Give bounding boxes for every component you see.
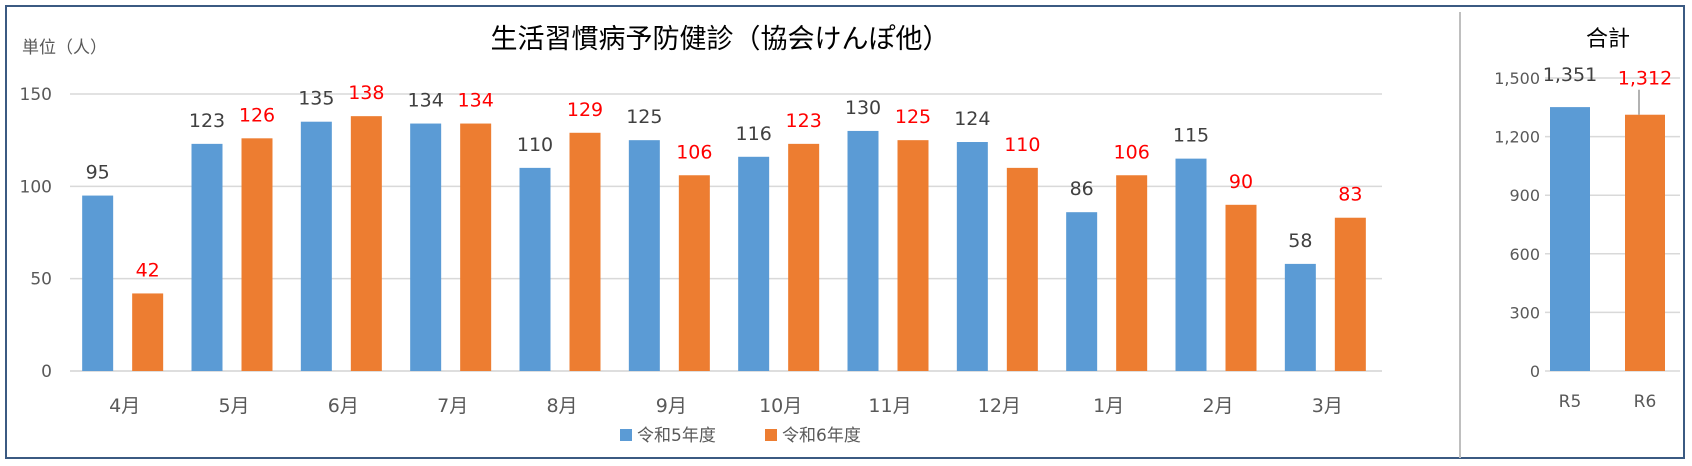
total-y-tick-label: 1,200 [1494, 128, 1540, 147]
bar-r6 [241, 138, 273, 371]
legend-swatch [620, 429, 632, 441]
legend: 令和5年度 令和6年度 [620, 426, 861, 446]
total-y-tick-labels: 0 300 600 900 1,200 1,500 [1494, 69, 1540, 381]
x-tick-label: 9月 [656, 395, 687, 417]
data-label-r6: 129 [567, 99, 603, 121]
main-x-tick-labels: 4月 5月 6月 7月 8月 9月 10月 11月 12月 1月 2月 3月 [109, 395, 1343, 417]
data-label-r6: 106 [1114, 141, 1150, 163]
bar-r6 [132, 293, 164, 371]
total-y-tick-label: 300 [1509, 303, 1540, 322]
data-label-r6: 134 [458, 90, 494, 112]
total-y-tick-label: 600 [1509, 245, 1540, 264]
total-bars [1550, 107, 1665, 372]
total-x-tick-labels: R5 R6 [1559, 392, 1657, 412]
x-tick-label: 10月 [759, 395, 802, 417]
data-label-r5: 116 [736, 123, 772, 145]
bar-r6 [569, 132, 601, 371]
main-y-tick-label: 0 [41, 362, 52, 382]
total-chart-title: 合計 [1586, 27, 1630, 52]
total-bar-r6 [1625, 114, 1665, 372]
legend-swatch [765, 429, 777, 441]
bar-r5 [1175, 158, 1207, 371]
main-y-tick-label: 100 [20, 177, 52, 197]
bar-r5 [1066, 212, 1098, 371]
bar-r5 [82, 195, 114, 371]
main-chart-title: 生活習慣病予防健診（協会けんぽ他） [491, 24, 950, 55]
bar-r6 [1116, 175, 1148, 371]
main-gridlines [70, 93, 1382, 372]
data-label-r6: 42 [136, 259, 160, 281]
data-label-r5: 124 [954, 108, 990, 130]
x-tick-label: 4月 [109, 395, 140, 417]
main-data-labels: 95 42 123 126 135 138 134 134 110 129 125 106 116 123… [86, 82, 1363, 281]
bar-r6 [1225, 204, 1257, 371]
data-label-r5: 86 [1070, 178, 1094, 200]
data-label-r5: 58 [1288, 230, 1312, 252]
bar-r5 [738, 156, 770, 371]
data-label-r6: 90 [1229, 171, 1253, 193]
data-label-r6: 126 [239, 104, 275, 126]
data-label-r5: 110 [517, 134, 553, 156]
data-label-r6: 106 [676, 141, 712, 163]
data-label-r6: 138 [348, 82, 384, 104]
data-label-r5: 115 [1173, 125, 1209, 147]
total-x-tick-label: R5 [1559, 392, 1582, 412]
unit-label: 単位（人） [22, 38, 107, 58]
total-data-label-r5: 1,351 [1543, 64, 1597, 86]
legend-label: 令和5年度 [637, 426, 716, 446]
x-tick-label: 7月 [437, 395, 468, 417]
data-label-r5: 134 [408, 90, 444, 112]
total-bar-r5 [1550, 107, 1590, 371]
bar-r6 [1334, 217, 1366, 371]
bar-r5 [191, 143, 223, 371]
data-label-r6: 83 [1338, 184, 1362, 206]
data-label-r5: 125 [626, 106, 662, 128]
total-data-label-r6: 1,312 [1618, 68, 1672, 90]
legend-label: 令和6年度 [782, 426, 861, 446]
bar-r5 [1284, 263, 1316, 371]
total-data-labels: 1,351 1,312 [1543, 64, 1672, 115]
bar-r6 [350, 116, 382, 371]
x-tick-label: 1月 [1093, 395, 1124, 417]
x-tick-label: 11月 [868, 395, 911, 417]
data-label-r5: 130 [845, 97, 881, 119]
data-label-r6: 110 [1004, 134, 1040, 156]
main-y-tick-label: 50 [30, 270, 52, 290]
main-y-tick-label: 150 [20, 85, 52, 105]
total-y-tick-label: 0 [1530, 362, 1540, 381]
bar-r5 [956, 142, 988, 371]
x-tick-label: 6月 [328, 395, 359, 417]
data-label-r6: 125 [895, 106, 931, 128]
total-y-tick-label: 1,500 [1494, 69, 1540, 88]
main-bars [82, 116, 1366, 372]
bar-r6 [1006, 167, 1038, 371]
x-tick-label: 8月 [546, 395, 577, 417]
main-y-tick-labels: 0 50 100 150 [20, 85, 52, 382]
bar-r6 [788, 143, 820, 371]
x-tick-label: 5月 [218, 395, 249, 417]
data-label-r5: 135 [298, 88, 334, 110]
bar-r6 [460, 123, 492, 372]
x-tick-label: 12月 [978, 395, 1021, 417]
data-label-r6: 123 [786, 110, 822, 132]
x-tick-label: 3月 [1312, 395, 1343, 417]
bar-r5 [410, 123, 442, 372]
total-x-tick-label: R6 [1634, 392, 1657, 412]
x-tick-label: 2月 [1202, 395, 1233, 417]
bar-r6 [678, 175, 710, 371]
bar-r5 [300, 121, 332, 371]
bar-r5 [519, 167, 551, 371]
chart-frame [5, 5, 1685, 459]
data-label-r5: 123 [189, 110, 225, 132]
bar-r5 [628, 140, 660, 371]
bar-r5 [847, 130, 879, 371]
total-y-tick-label: 900 [1509, 186, 1540, 205]
bar-r6 [897, 140, 929, 371]
data-label-r5: 95 [86, 162, 110, 184]
